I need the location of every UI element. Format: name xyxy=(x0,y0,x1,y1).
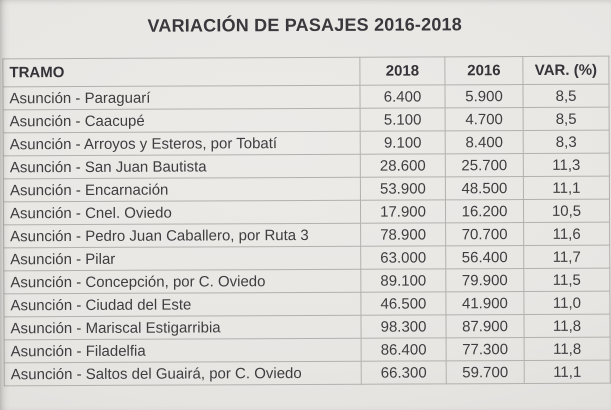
cell-2018: 9.100 xyxy=(360,130,446,155)
cell-tramo: Asunción - Caacupé xyxy=(3,108,361,133)
fares-table: TRAMO 2018 2016 VAR. (%) Asunción - Para… xyxy=(2,56,611,387)
cell-var: 11,1 xyxy=(524,360,611,384)
cell-2018: 98.300 xyxy=(360,314,447,339)
table-row: Asunción - Encarnación 53.900 48.500 11,1 xyxy=(3,176,610,202)
cell-2018: 63.000 xyxy=(360,245,446,270)
table-row: Asunción - Paraguarí 6.400 5.900 8,5 xyxy=(2,84,610,110)
cell-tramo: Asunción - Ciudad del Este xyxy=(3,292,361,317)
table-row: Asunción - Pedro Juan Caballero, por Rut… xyxy=(3,222,610,248)
cell-tramo: Asunción - Mariscal Estigarribia xyxy=(3,315,362,340)
cell-2016: 25.700 xyxy=(445,153,524,177)
table-row: Asunción - Cnel. Oviedo 17.900 16.200 10,5 xyxy=(3,199,610,225)
page-title: VARIACIÓN DE PASAJES 2016-2018 xyxy=(147,14,462,36)
header-tramo: TRAMO xyxy=(2,57,360,87)
cell-2018: 66.300 xyxy=(361,360,447,385)
cell-2016: 77.300 xyxy=(446,337,525,361)
header-var-pct: VAR. (%) xyxy=(522,56,609,85)
cell-2018: 86.400 xyxy=(361,337,447,362)
cell-2016: 70.700 xyxy=(445,222,524,246)
table-row: Asunción - Pilar 63.000 56.400 11,7 xyxy=(3,245,610,271)
cell-2016: 56.400 xyxy=(445,245,524,269)
cell-var: 11,0 xyxy=(523,291,610,315)
cell-2016: 79.900 xyxy=(445,268,524,292)
cell-tramo: Asunción - Cnel. Oviedo xyxy=(3,200,361,225)
cell-2016: 8.400 xyxy=(445,130,524,154)
header-2018: 2018 xyxy=(359,56,445,86)
cell-2018: 46.500 xyxy=(360,291,446,316)
table-row: Asunción - San Juan Bautista 28.600 25.700… xyxy=(3,153,610,179)
cell-2018: 6.400 xyxy=(359,84,446,109)
cell-tramo: Asunción - Paraguarí xyxy=(2,85,361,110)
cell-tramo: Asunción - San Juan Bautista xyxy=(3,154,361,179)
cell-tramo: Asunción - Pedro Juan Caballero, por Rut… xyxy=(3,223,361,248)
cell-var: 8,3 xyxy=(523,130,610,154)
table-header-row: TRAMO 2018 2016 VAR. (%) xyxy=(2,56,609,87)
cell-var: 11,8 xyxy=(524,337,611,361)
cell-tramo: Asunción - Pilar xyxy=(3,246,361,271)
table-row: Asunción - Saltos del Guairá, por C. Ovi… xyxy=(4,360,611,386)
cell-var: 11,7 xyxy=(523,245,610,269)
cell-2016: 4.700 xyxy=(445,107,524,131)
cell-2016: 48.500 xyxy=(445,176,524,200)
cell-var: 8,5 xyxy=(522,84,610,108)
cell-2018: 17.900 xyxy=(360,199,446,224)
cell-tramo: Asunción - Saltos del Guairá, por C. Ovi… xyxy=(4,361,362,386)
cell-2018: 53.900 xyxy=(360,176,446,201)
cell-2018: 89.100 xyxy=(360,268,446,293)
table-row: Asunción - Filadelfia 86.400 77.300 11,8 xyxy=(4,337,611,363)
cell-tramo: Asunción - Encarnación xyxy=(3,177,361,202)
header-2016: 2016 xyxy=(444,56,523,85)
cell-var: 11,6 xyxy=(523,222,610,246)
table-row: Asunción - Mariscal Estigarribia 98.300 87… xyxy=(3,314,611,340)
cell-var: 11,5 xyxy=(523,268,610,292)
cell-2018: 28.600 xyxy=(360,153,446,178)
cell-var: 11,3 xyxy=(523,153,610,177)
table-row: Asunción - Arroyos y Esteros, por Tobatí… xyxy=(3,130,610,156)
cell-var: 10,5 xyxy=(523,199,610,223)
cell-var: 11,8 xyxy=(523,314,611,338)
cell-var: 8,5 xyxy=(523,107,610,131)
cell-2018: 78.900 xyxy=(360,222,446,247)
cell-var: 11,1 xyxy=(523,176,610,200)
cell-2016: 59.700 xyxy=(446,360,525,384)
cell-tramo: Asunción - Arroyos y Esteros, por Tobatí xyxy=(3,131,361,156)
cell-tramo: Asunción - Concepción, por C. Oviedo xyxy=(3,269,361,294)
cell-2016: 5.900 xyxy=(444,84,524,108)
table-row: Asunción - Ciudad del Este 46.500 41.900 11… xyxy=(3,291,610,317)
cell-tramo: Asunción - Filadelfia xyxy=(4,338,362,363)
cell-2016: 87.900 xyxy=(445,314,525,338)
cell-2018: 5.100 xyxy=(360,107,446,132)
cell-2016: 41.900 xyxy=(445,291,524,315)
table-row: Asunción - Concepción, por C. Oviedo 89.1… xyxy=(3,268,610,294)
cell-2016: 16.200 xyxy=(445,199,524,223)
table-row: Asunción - Caacupé 5.100 4.700 8,5 xyxy=(3,107,610,133)
table-body: Asunción - Paraguarí 6.400 5.900 8,5 Asunció… xyxy=(2,84,611,386)
